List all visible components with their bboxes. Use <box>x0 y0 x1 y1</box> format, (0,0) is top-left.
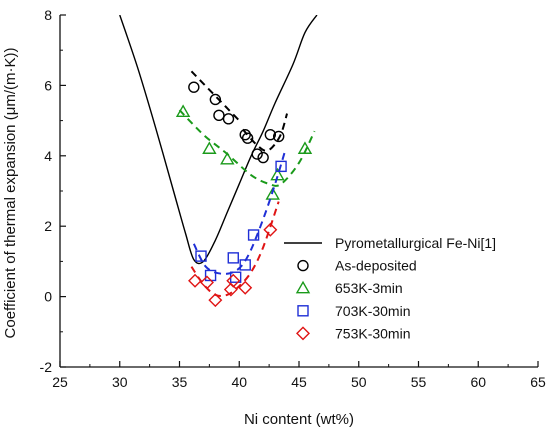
data-point-square-1 <box>204 269 217 282</box>
data-point-triangle-3 <box>265 187 280 200</box>
legend-label-circle: As-deposited <box>335 258 417 274</box>
x-tick-label: 50 <box>351 374 367 390</box>
data-point-diamond-2 <box>208 293 223 308</box>
legend-label-diamond: 753K-30min <box>335 325 411 341</box>
data-point-diamond-4 <box>226 273 241 288</box>
legend-swatch-diamond <box>296 326 310 341</box>
legend-label-reference: Pyrometallurgical Fe-Ni[1] <box>335 235 496 251</box>
legend: Pyrometallurgical Fe-Ni[1] As-deposited 65… <box>284 235 496 341</box>
data-point-circle-7 <box>257 151 269 164</box>
x-tick-label: 40 <box>231 374 247 390</box>
x-tick-label: 35 <box>172 374 188 390</box>
data-point-diamond-3 <box>223 282 238 297</box>
data-point-triangle-2 <box>220 151 235 165</box>
y-tick-label: 0 <box>44 289 52 305</box>
y-tick-label: 6 <box>44 77 52 93</box>
data-point-square-4 <box>239 259 251 271</box>
legend-label-triangle: 653K-3min <box>335 280 403 296</box>
data-point-circle-6 <box>251 148 263 160</box>
data-point-circle-9 <box>272 130 285 143</box>
x-tick-label: 45 <box>291 374 307 390</box>
plot-content <box>119 15 318 308</box>
data-point-diamond-6 <box>263 222 278 237</box>
legend-label-square: 703K-30min <box>335 303 411 319</box>
y-tick-label: -2 <box>40 359 53 375</box>
legend-swatch-square <box>297 305 309 317</box>
data-point-circle-0 <box>188 81 200 93</box>
fit-curve-triangle-0 <box>178 109 316 187</box>
fit-curve-square-0 <box>192 151 286 275</box>
y-tick-label: 4 <box>44 148 52 164</box>
data-point-square-5 <box>247 229 260 241</box>
plot-area <box>119 15 318 308</box>
x-tick-label: 25 <box>52 374 68 390</box>
data-point-diamond-0 <box>188 273 203 288</box>
data-point-triangle-0 <box>175 104 191 118</box>
data-point-triangle-5 <box>297 141 313 154</box>
data-point-circle-1 <box>209 93 222 106</box>
x-tick-label: 55 <box>411 374 427 390</box>
x-tick-label: 30 <box>112 374 128 390</box>
fit-curve-circle-0 <box>190 70 240 122</box>
legend-swatch-triangle <box>295 280 311 294</box>
data-point-circle-2 <box>213 109 225 122</box>
data-point-square-6 <box>275 160 287 173</box>
y-tick-label: 8 <box>44 7 52 23</box>
data-point-square-0 <box>195 250 207 262</box>
x-tick-label: 60 <box>470 374 486 390</box>
data-point-diamond-1 <box>199 275 214 290</box>
series-line-pyrometallurgical <box>119 15 318 265</box>
data-point-square-2 <box>227 252 239 264</box>
x-tick-label: 65 <box>530 374 546 390</box>
data-point-circle-8 <box>264 128 277 141</box>
x-axis-title: Ni content (wt%) <box>244 411 354 428</box>
y-axis-title: Coefficient of thermal expansion (μm/(m·… <box>2 48 19 339</box>
fit-curve-circle-1 <box>242 113 289 152</box>
axes: 25 30 35 40 45 50 55 60 65 -2 0 2 4 6 8 <box>40 7 546 390</box>
legend-swatch-circle <box>297 259 309 272</box>
data-point-triangle-1 <box>202 141 217 154</box>
y-tick-label: 2 <box>44 218 52 234</box>
data-point-circle-3 <box>222 113 235 125</box>
data-point-diamond-5 <box>238 280 253 295</box>
data-point-circle-5 <box>241 132 254 144</box>
